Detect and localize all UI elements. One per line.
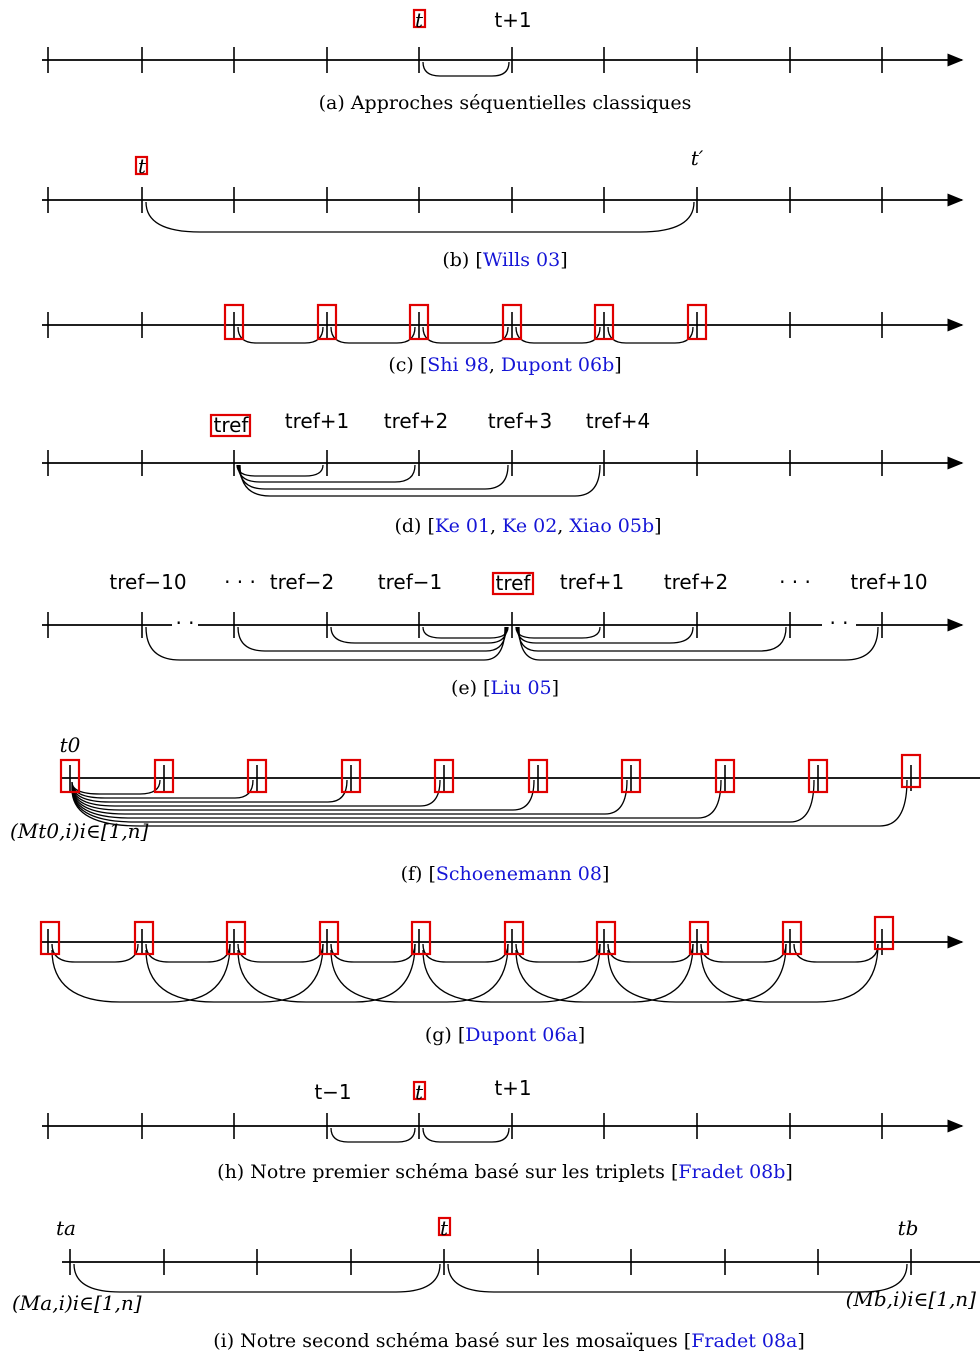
caption-c: (c) [Shi 98, Dupont 06b] (388, 354, 621, 376)
match-arcs (71, 779, 908, 827)
label-t-plus-1: t+1 (494, 8, 531, 32)
reference-highlight (437, 1216, 452, 1237)
panel-c: (c) [Shi 98, Dupont 06b] (42, 303, 964, 376)
match-arcs (73, 1263, 908, 1293)
label-tref-minus-10: tref−10 (109, 570, 186, 594)
caption-e: (e) [Liu 05] (451, 677, 559, 699)
match-arcs (236, 464, 601, 497)
label-tref-plus-3: tref+3 (488, 409, 552, 433)
svg-text:· ·: · · (175, 611, 194, 635)
match-arcs (51, 943, 879, 1003)
caption-f: (f) [Schoenemann 08] (401, 863, 610, 885)
label-t: t (138, 154, 147, 178)
label-ellipsis-right: · · · (779, 570, 811, 594)
caption-a: (a) Approches séquentielles classiques (319, 92, 692, 114)
label-mosaic-b: (Mb,i)i∈[1,n] (846, 1287, 977, 1311)
match-arcs (237, 326, 694, 344)
label-t-plus-1: t+1 (494, 1076, 531, 1100)
label-t: t (415, 1080, 424, 1104)
label-t0: t0 (60, 733, 81, 757)
panel-g: (g) [Dupont 06a] (39, 915, 964, 1046)
timeline: · · · · (42, 611, 964, 635)
frame-highlights (39, 915, 895, 956)
label-mosaic-a: (Ma,i)i∈[1,n] (12, 1291, 142, 1315)
caption-h: (h) Notre premier schéma basé sur les tr… (217, 1161, 793, 1183)
reference-highlight (412, 8, 427, 29)
label-t-minus-1: t−1 (314, 1080, 351, 1104)
panel-h: t−1 t t+1 (h) Notre premier schéma basé … (42, 1076, 964, 1183)
match-arcs (330, 1127, 510, 1143)
label-tref-plus-4: tref+4 (586, 409, 650, 433)
label-t-prime: t′ (691, 146, 704, 170)
label-tref-plus-2: tref+2 (384, 409, 448, 433)
label-tref: tref (214, 413, 250, 437)
svg-text:· ·: · · (829, 611, 848, 635)
label-tref: tref (496, 571, 532, 595)
caption-b: (b) [Wills 03] (442, 249, 567, 271)
reference-highlight (134, 155, 149, 176)
label-t: t (415, 8, 424, 32)
frame-highlights (223, 303, 708, 341)
panel-b: t t′ (b) [Wills 03] (42, 146, 964, 271)
label-tref-minus-1: tref−1 (378, 570, 442, 594)
label-mosaic-set: (Mt0,i)i∈[1,n] (10, 819, 149, 843)
panel-a: t t+1 (a) Approches séquentielles classi… (42, 8, 964, 114)
panel-i: ta t tb (Ma,i)i∈[1,n] (Mb,i)i∈[1,n] (i) … (12, 1216, 980, 1352)
match-arc (145, 201, 695, 233)
label-tref-plus-2: tref+2 (664, 570, 728, 594)
reference-highlight (491, 571, 535, 596)
reference-highlight (209, 413, 252, 438)
panel-e: · · · · tref−10 · · · tref−2 tref−1 tref… (42, 570, 964, 699)
panel-d: tref tref+1 tref+2 tref+3 tref+4 (d) [Ke… (42, 409, 964, 537)
label-ta: ta (56, 1216, 76, 1240)
label-tref-plus-1: tref+1 (560, 570, 624, 594)
match-arc (422, 61, 510, 77)
frame-highlights (59, 753, 922, 794)
match-arcs (145, 626, 879, 661)
caption-g: (g) [Dupont 06a] (425, 1024, 585, 1046)
ticks (47, 47, 883, 73)
label-tref-plus-10: tref+10 (850, 570, 927, 594)
caption-i: (i) Notre second schéma basé sur les mos… (213, 1330, 805, 1352)
label-tref-plus-1: tref+1 (285, 409, 349, 433)
label-t: t (440, 1216, 449, 1240)
reference-highlight (412, 1080, 427, 1101)
panel-f: t0 (Mt0,i)i∈[1,n] (f) [Schoenemann 08] (10, 733, 980, 885)
label-tref-minus-2: tref−2 (270, 570, 334, 594)
label-tb: tb (898, 1216, 919, 1240)
label-ellipsis-left: · · · (224, 570, 256, 594)
caption-d: (d) [Ke 01, Ke 02, Xiao 05b] (394, 515, 661, 537)
